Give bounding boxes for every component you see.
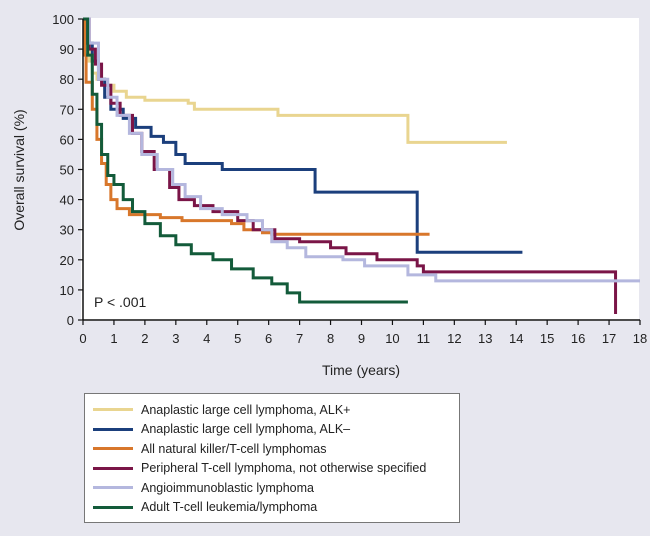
legend-label: Anaplastic large cell lymphoma, ALK+ [141,402,351,417]
x-tick-label: 1 [110,331,117,346]
legend-swatch [93,486,133,490]
x-tick-label: 11 [417,331,431,346]
x-tick-label: 2 [141,331,148,346]
legend-item: Anaplastic large cell lymphoma, ALK– [93,420,451,440]
x-tick-label: 14 [509,331,523,346]
y-tick-label: 40 [60,193,74,208]
x-tick-label: 10 [385,331,399,346]
y-tick-label: 0 [67,313,74,328]
legend-item: Anaplastic large cell lymphoma, ALK+ [93,400,451,420]
legend-item: All natural killer/T-cell lymphomas [93,439,451,459]
legend-swatch [93,408,133,412]
x-tick-label: 12 [447,331,461,346]
y-tick-label: 50 [60,163,74,178]
legend-label: Angioimmunoblastic lymphoma [141,480,314,495]
x-axis-label: Time (years) [322,362,400,378]
y-tick-label: 70 [60,102,74,117]
survival-curve-6 [83,17,408,304]
x-tick-label: 5 [234,331,241,346]
y-tick-label: 20 [60,253,74,268]
p-value-annotation: P < .001 [94,294,147,310]
y-tick-label: 90 [60,42,74,57]
legend-label: Anaplastic large cell lymphoma, ALK– [141,422,351,437]
x-tick-label: 0 [79,331,86,346]
x-tick-label: 17 [602,331,616,346]
survival-curve-5 [83,17,640,283]
y-axis-label: Overall survival (%) [11,109,27,230]
x-tick-label: 16 [571,331,585,346]
legend-label: Peripheral T-cell lymphoma, not otherwis… [141,461,427,476]
legend-swatch [93,427,133,431]
legend-swatch [93,466,133,470]
legend-swatch [93,447,133,451]
x-tick-label: 13 [478,331,492,346]
y-tick-label: 100 [52,12,74,27]
x-tick-label: 6 [265,331,272,346]
x-tick-label: 3 [172,331,179,346]
legend: Anaplastic large cell lymphoma, ALK+ Anap… [84,393,460,523]
legend-item: Adult T-cell leukemia/lymphoma [93,498,451,518]
x-tick-label: 4 [203,331,210,346]
x-tick-label: 9 [358,331,365,346]
y-tick-label: 80 [60,72,74,87]
x-tick-label: 18 [633,331,647,346]
legend-item: Peripheral T-cell lymphoma, not otherwis… [93,459,451,479]
y-tick-label: 60 [60,132,74,147]
x-tick-label: 8 [327,331,334,346]
legend-item: Angioimmunoblastic lymphoma [93,478,451,498]
survival-curve-1 [83,17,507,144]
y-tick-label: 30 [60,223,74,238]
y-tick-label: 10 [60,283,74,298]
x-tick-label: 15 [540,331,554,346]
survival-curve-4 [83,17,618,314]
legend-label: Adult T-cell leukemia/lymphoma [141,500,318,515]
legend-swatch [93,505,133,509]
legend-label: All natural killer/T-cell lymphomas [141,441,327,456]
x-tick-label: 7 [296,331,303,346]
